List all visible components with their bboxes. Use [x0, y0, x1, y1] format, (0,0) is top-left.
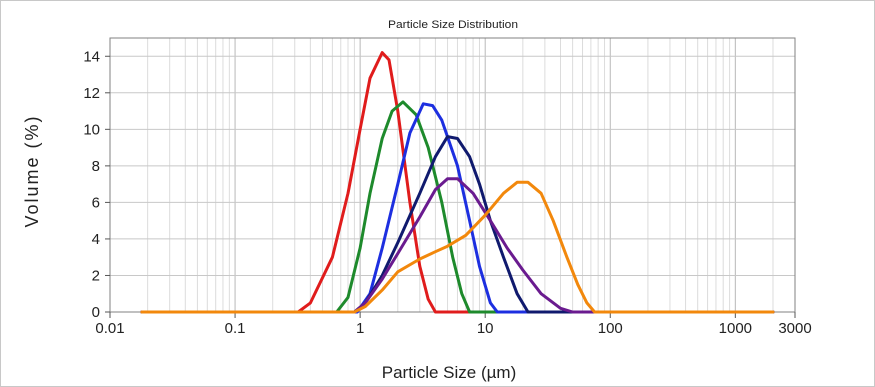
- x-tick-label: 3000: [778, 320, 811, 337]
- x-tick-label: 100: [598, 320, 623, 337]
- grid: [109, 38, 796, 313]
- x-axis-label: Particle Size (µm): [382, 363, 516, 382]
- x-tick-label: 0.1: [225, 320, 246, 337]
- series-line: [140, 177, 775, 314]
- y-tick-label: 0: [92, 304, 100, 321]
- x-tick-label: 1000: [719, 320, 752, 337]
- x-tick-label: 10: [477, 320, 494, 337]
- series-line: [140, 180, 775, 314]
- y-tick-label: 4: [92, 231, 100, 248]
- chart-title: Particle Size Distribution: [388, 19, 518, 31]
- y-tick-label: 14: [83, 48, 100, 65]
- y-tick-label: 2: [92, 267, 100, 284]
- x-tick-label: 1: [356, 320, 364, 337]
- y-tick-label: 10: [83, 121, 100, 138]
- y-tick-label: 6: [92, 194, 100, 211]
- series-line: [140, 100, 775, 314]
- y-axis: 0 2 4 6 8 10 12 14: [83, 48, 110, 321]
- y-tick-label: 12: [83, 85, 100, 102]
- series-line: [140, 51, 775, 314]
- plot-area: [109, 37, 796, 313]
- series-line: [140, 102, 775, 314]
- series-layer: [140, 51, 775, 314]
- y-tick-label: 8: [92, 158, 100, 175]
- x-tick-label: 0.01: [95, 320, 124, 337]
- y-axis-label: Volume (%): [22, 114, 42, 227]
- x-axis: 0.01 0.1 1 10 100 1000 3000: [95, 312, 812, 337]
